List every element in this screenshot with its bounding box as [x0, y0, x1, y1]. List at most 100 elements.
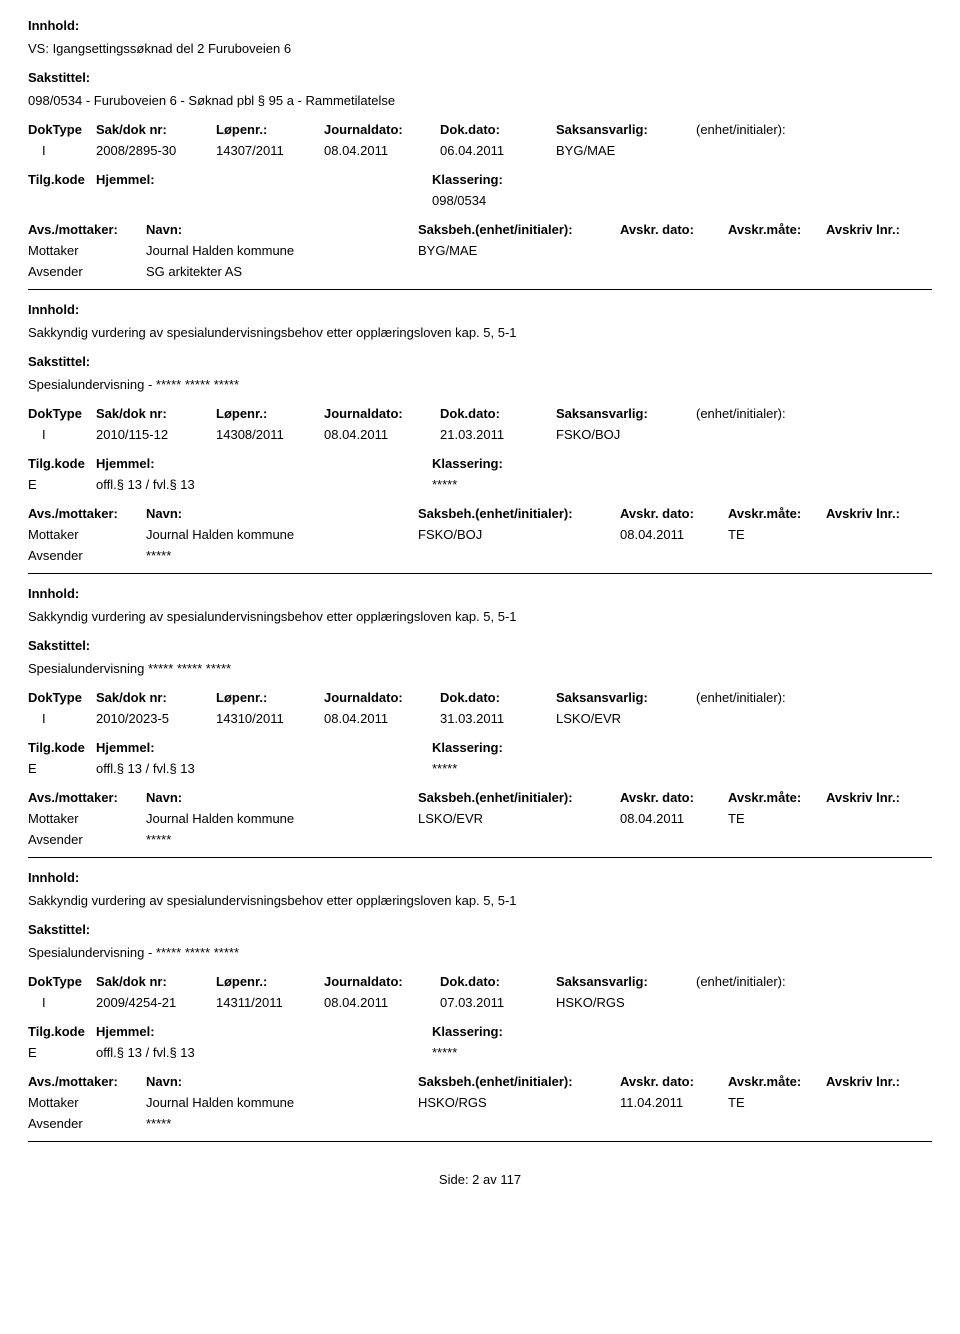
- hdr-tilgkode: Tilg.kode: [28, 172, 96, 187]
- val-klassering: 098/0534: [432, 193, 588, 208]
- row-headers-1: DokType Sak/dok nr: Løpenr.: Journaldato…: [28, 690, 932, 705]
- sakstittel-value: Spesialundervisning ***** ***** *****: [28, 661, 932, 676]
- val-doktype: I: [28, 427, 96, 442]
- avsender-label: Avsender: [28, 832, 146, 847]
- val-enhet: [696, 427, 856, 442]
- val-avskrd: 11.04.2011: [620, 1095, 728, 1110]
- row-mottaker: Mottaker Journal Halden kommune HSKO/RGS…: [28, 1095, 932, 1110]
- row-data-1: I 2009/4254-21 14311/2011 08.04.2011 07.…: [28, 995, 932, 1010]
- val-ddato: 31.03.2011: [440, 711, 556, 726]
- hdr-navn: Navn:: [146, 506, 418, 521]
- innhold-value: Sakkyndig vurdering av spesialundervisni…: [28, 325, 932, 340]
- avsender-navn: *****: [146, 832, 418, 847]
- hdr-saksansv: Saksansvarlig:: [556, 974, 696, 989]
- val-enhet: [696, 711, 856, 726]
- sakstittel-value: Spesialundervisning - ***** ***** *****: [28, 377, 932, 392]
- hdr-avskrl: Avskriv lnr.:: [826, 222, 926, 237]
- hdr-ddato: Dok.dato:: [440, 122, 556, 137]
- val-avskrl: [826, 243, 926, 258]
- hdr-tilgkode: Tilg.kode: [28, 1024, 96, 1039]
- hdr-avsmot: Avs./mottaker:: [28, 1074, 146, 1089]
- avsender-label: Avsender: [28, 548, 146, 563]
- hdr-saksbeh: Saksbeh.(enhet/initialer):: [418, 790, 620, 805]
- val-avskrd: 08.04.2011: [620, 527, 728, 542]
- hdr-jdato: Journaldato:: [324, 974, 440, 989]
- record-divider: [28, 573, 932, 574]
- hdr-saksbeh: Saksbeh.(enhet/initialer):: [418, 222, 620, 237]
- innhold-value: VS: Igangsettingssøknad del 2 Furuboveie…: [28, 41, 932, 56]
- hdr-avsmot: Avs./mottaker:: [28, 506, 146, 521]
- val-lopenr: 14308/2011: [216, 427, 324, 442]
- val-avskrm: TE: [728, 811, 826, 826]
- mottaker-navn: Journal Halden kommune: [146, 243, 418, 258]
- hdr-doktype: DokType: [28, 974, 96, 989]
- val-lopenr: 14307/2011: [216, 143, 324, 158]
- hdr-tilgkode: Tilg.kode: [28, 456, 96, 471]
- row-data-2: E offl.§ 13 / fvl.§ 13 *****: [28, 477, 932, 492]
- innhold-label: Innhold:: [28, 18, 932, 33]
- val-saksbeh: HSKO/RGS: [418, 1095, 620, 1110]
- hdr-navn: Navn:: [146, 222, 418, 237]
- val-lopenr: 14310/2011: [216, 711, 324, 726]
- val-saksansv: FSKO/BOJ: [556, 427, 696, 442]
- hdr-navn: Navn:: [146, 790, 418, 805]
- hdr-avskrl: Avskriv lnr.:: [826, 790, 926, 805]
- hdr-hjemmel: Hjemmel:: [96, 456, 432, 471]
- row-headers-3: Avs./mottaker: Navn: Saksbeh.(enhet/init…: [28, 506, 932, 521]
- hdr-lopenr: Løpenr.:: [216, 122, 324, 137]
- val-sakdok: 2010/2023-5: [96, 711, 216, 726]
- val-tilgkode: [28, 193, 96, 208]
- hdr-jdato: Journaldato:: [324, 122, 440, 137]
- hdr-avskrl: Avskriv lnr.:: [826, 506, 926, 521]
- val-sakdok: 2008/2895-30: [96, 143, 216, 158]
- row-mottaker: Mottaker Journal Halden kommune BYG/MAE: [28, 243, 932, 258]
- val-tilgkode: E: [28, 1045, 96, 1060]
- record-divider: [28, 289, 932, 290]
- record-divider: [28, 857, 932, 858]
- row-data-2: E offl.§ 13 / fvl.§ 13 *****: [28, 1045, 932, 1060]
- hdr-avskrm: Avskr.måte:: [728, 222, 826, 237]
- mottaker-navn: Journal Halden kommune: [146, 811, 418, 826]
- hdr-doktype: DokType: [28, 690, 96, 705]
- hdr-avskrd: Avskr. dato:: [620, 1074, 728, 1089]
- val-klassering: *****: [432, 761, 588, 776]
- val-ddato: 07.03.2011: [440, 995, 556, 1010]
- mottaker-label: Mottaker: [28, 811, 146, 826]
- val-saksbeh: FSKO/BOJ: [418, 527, 620, 542]
- row-avsender: Avsender *****: [28, 832, 932, 847]
- innhold-label: Innhold:: [28, 302, 932, 317]
- avsender-navn: *****: [146, 548, 418, 563]
- hdr-klassering: Klassering:: [432, 1024, 588, 1039]
- hdr-doktype: DokType: [28, 406, 96, 421]
- val-avskrl: [826, 527, 926, 542]
- sakstittel-label: Sakstittel:: [28, 638, 932, 653]
- hdr-saksansv: Saksansvarlig:: [556, 406, 696, 421]
- val-tilgkode: E: [28, 477, 96, 492]
- row-data-1: I 2010/2023-5 14310/2011 08.04.2011 31.0…: [28, 711, 932, 726]
- hdr-avsmot: Avs./mottaker:: [28, 790, 146, 805]
- row-data-2: E offl.§ 13 / fvl.§ 13 *****: [28, 761, 932, 776]
- hdr-avskrd: Avskr. dato:: [620, 790, 728, 805]
- val-jdato: 08.04.2011: [324, 143, 440, 158]
- val-saksansv: BYG/MAE: [556, 143, 696, 158]
- avsender-navn: SG arkitekter AS: [146, 264, 418, 279]
- val-enhet: [696, 143, 856, 158]
- row-data-1: I 2010/115-12 14308/2011 08.04.2011 21.0…: [28, 427, 932, 442]
- row-mottaker: Mottaker Journal Halden kommune LSKO/EVR…: [28, 811, 932, 826]
- val-enhet: [696, 995, 856, 1010]
- journal-record: Innhold: Sakkyndig vurdering av spesialu…: [28, 302, 932, 574]
- hdr-avskrm: Avskr.måte:: [728, 790, 826, 805]
- val-doktype: I: [28, 995, 96, 1010]
- row-headers-2: Tilg.kode Hjemmel: Klassering:: [28, 740, 932, 755]
- sakstittel-label: Sakstittel:: [28, 922, 932, 937]
- val-ddato: 06.04.2011: [440, 143, 556, 158]
- val-sakdok: 2009/4254-21: [96, 995, 216, 1010]
- val-avskrl: [826, 811, 926, 826]
- sakstittel-value: Spesialundervisning - ***** ***** *****: [28, 945, 932, 960]
- hdr-avskrd: Avskr. dato:: [620, 506, 728, 521]
- hdr-saksbeh: Saksbeh.(enhet/initialer):: [418, 506, 620, 521]
- hdr-hjemmel: Hjemmel:: [96, 172, 432, 187]
- val-doktype: I: [28, 711, 96, 726]
- val-jdato: 08.04.2011: [324, 427, 440, 442]
- row-data-2: 098/0534: [28, 193, 932, 208]
